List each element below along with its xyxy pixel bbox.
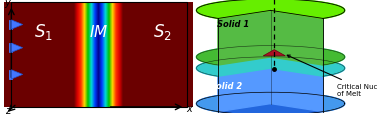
Text: $S_2$: $S_2$ [153,22,172,42]
Polygon shape [11,70,23,79]
Polygon shape [197,92,345,115]
Polygon shape [197,0,345,65]
Text: y: y [5,0,11,8]
FancyBboxPatch shape [8,44,12,53]
Polygon shape [197,46,345,77]
Text: Solid 2: Solid 2 [210,81,242,90]
FancyBboxPatch shape [8,70,12,79]
FancyBboxPatch shape [8,21,12,30]
Text: x: x [186,103,192,113]
Polygon shape [197,0,345,19]
Polygon shape [11,44,23,53]
Polygon shape [263,50,285,56]
Text: Critical Nucleus
of Melt: Critical Nucleus of Melt [287,56,378,97]
Polygon shape [197,57,345,112]
Polygon shape [271,58,323,77]
Text: z: z [5,105,10,115]
Text: Solid 1: Solid 1 [217,20,249,29]
Text: $S_1$: $S_1$ [34,22,53,42]
Polygon shape [218,58,271,77]
Polygon shape [11,21,23,30]
Polygon shape [271,11,323,65]
Polygon shape [218,11,271,65]
Text: $IM$: $IM$ [89,24,108,40]
Polygon shape [218,69,271,112]
Polygon shape [271,69,323,112]
